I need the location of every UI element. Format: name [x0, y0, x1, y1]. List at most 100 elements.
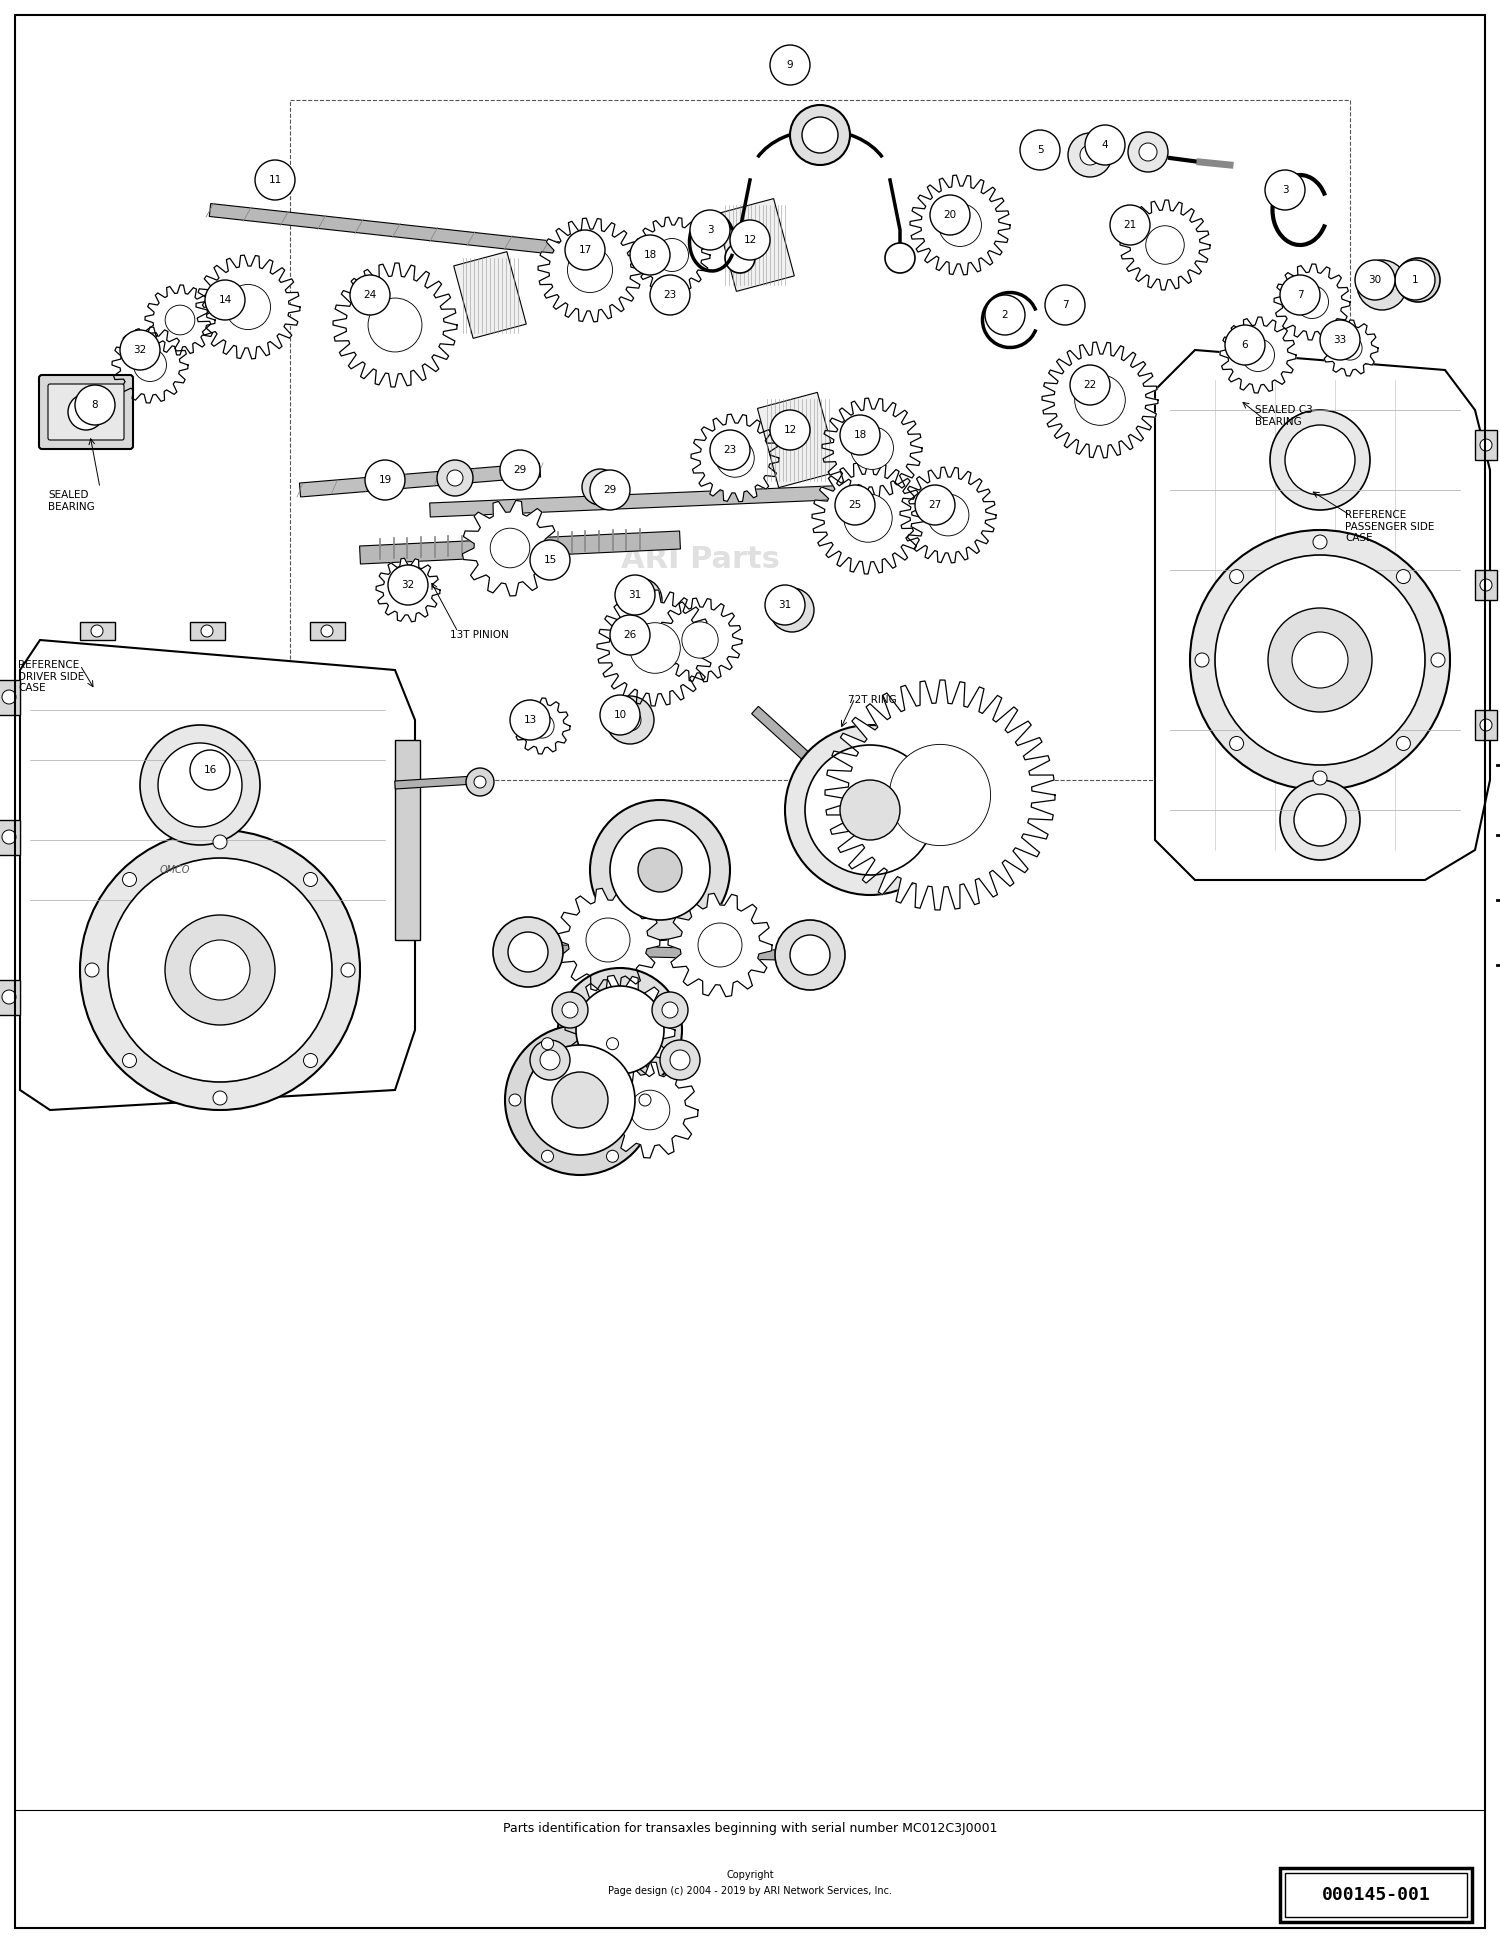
- Circle shape: [2, 991, 16, 1005]
- Bar: [758, 392, 839, 488]
- Circle shape: [592, 480, 608, 495]
- Polygon shape: [376, 558, 440, 622]
- Circle shape: [930, 194, 970, 235]
- Circle shape: [558, 968, 682, 1092]
- Circle shape: [836, 486, 874, 525]
- Circle shape: [776, 919, 844, 991]
- Text: 33: 33: [1334, 334, 1347, 346]
- Circle shape: [447, 470, 464, 486]
- Polygon shape: [910, 175, 1010, 274]
- Circle shape: [255, 159, 296, 200]
- Circle shape: [716, 439, 754, 478]
- Circle shape: [1070, 365, 1110, 404]
- Circle shape: [1270, 410, 1370, 509]
- Circle shape: [506, 1026, 656, 1176]
- Circle shape: [790, 105, 850, 165]
- Circle shape: [80, 830, 360, 1109]
- Text: 3: 3: [1281, 185, 1288, 194]
- Text: SEALED C3
BEARING: SEALED C3 BEARING: [1256, 404, 1312, 427]
- Circle shape: [552, 993, 588, 1028]
- Circle shape: [530, 1040, 570, 1080]
- Text: 27: 27: [928, 499, 942, 509]
- Text: 16: 16: [204, 766, 216, 775]
- Circle shape: [530, 540, 570, 581]
- Circle shape: [844, 494, 892, 542]
- Bar: [0, 979, 20, 1014]
- Bar: [716, 198, 795, 291]
- Text: SEALED
BEARING: SEALED BEARING: [48, 490, 94, 511]
- Text: 13: 13: [524, 715, 537, 725]
- Circle shape: [194, 750, 250, 806]
- Bar: [394, 740, 420, 940]
- Bar: [290, 99, 1350, 779]
- Circle shape: [509, 933, 548, 972]
- Text: 4: 4: [1101, 140, 1108, 150]
- Text: 29: 29: [513, 464, 526, 474]
- Circle shape: [1264, 169, 1305, 210]
- Circle shape: [78, 404, 94, 420]
- Circle shape: [213, 1092, 226, 1106]
- Circle shape: [850, 427, 894, 470]
- Circle shape: [123, 1053, 136, 1067]
- Circle shape: [509, 1094, 520, 1106]
- Circle shape: [1480, 719, 1492, 731]
- Circle shape: [368, 297, 422, 352]
- Polygon shape: [538, 218, 642, 323]
- Text: 6: 6: [1242, 340, 1248, 350]
- Text: 10: 10: [614, 709, 627, 721]
- Bar: [1280, 1867, 1472, 1922]
- Circle shape: [1084, 124, 1125, 165]
- Circle shape: [567, 247, 612, 293]
- Text: 15: 15: [543, 556, 556, 565]
- Circle shape: [1370, 274, 1394, 297]
- Circle shape: [500, 451, 540, 490]
- Bar: [310, 622, 345, 639]
- Text: 12: 12: [783, 426, 796, 435]
- Text: 7: 7: [1296, 290, 1304, 299]
- Polygon shape: [825, 680, 1054, 909]
- Polygon shape: [602, 1063, 698, 1158]
- Circle shape: [86, 964, 99, 977]
- Circle shape: [939, 204, 981, 247]
- Circle shape: [134, 348, 166, 381]
- Text: Page design (c) 2004 - 2019 by ARI Network Services, Inc.: Page design (c) 2004 - 2019 by ARI Netwo…: [608, 1887, 892, 1896]
- Text: 9: 9: [786, 60, 794, 70]
- Circle shape: [915, 486, 956, 525]
- Polygon shape: [514, 698, 570, 754]
- Circle shape: [1396, 569, 1410, 583]
- Text: 17: 17: [579, 245, 591, 255]
- Polygon shape: [1155, 350, 1490, 880]
- Polygon shape: [146, 286, 214, 356]
- Circle shape: [525, 1045, 634, 1154]
- Circle shape: [806, 744, 934, 874]
- Circle shape: [1354, 260, 1395, 299]
- Text: REFERENCE
PASSENGER SIDE
CASE: REFERENCE PASSENGER SIDE CASE: [1346, 509, 1434, 544]
- Text: 11: 11: [268, 175, 282, 185]
- Circle shape: [597, 1006, 644, 1053]
- Circle shape: [1296, 286, 1329, 319]
- Circle shape: [638, 847, 682, 892]
- Text: REFERENCE
DRIVER SIDE
CASE: REFERENCE DRIVER SIDE CASE: [18, 661, 84, 694]
- Polygon shape: [752, 707, 813, 764]
- Circle shape: [652, 993, 688, 1028]
- Circle shape: [1068, 132, 1112, 177]
- Polygon shape: [462, 501, 558, 597]
- Bar: [0, 820, 20, 855]
- Circle shape: [890, 744, 990, 845]
- Circle shape: [582, 468, 618, 505]
- Polygon shape: [822, 398, 922, 497]
- Polygon shape: [360, 530, 681, 563]
- Circle shape: [190, 940, 250, 1001]
- Circle shape: [802, 117, 838, 153]
- Bar: [0, 680, 20, 715]
- Polygon shape: [1120, 200, 1210, 290]
- Circle shape: [1480, 579, 1492, 591]
- Circle shape: [1294, 795, 1346, 845]
- Polygon shape: [429, 484, 900, 517]
- Circle shape: [490, 528, 530, 567]
- Circle shape: [1128, 132, 1168, 173]
- Circle shape: [690, 210, 730, 251]
- Circle shape: [790, 935, 830, 975]
- Bar: [453, 253, 526, 338]
- Circle shape: [1320, 321, 1360, 359]
